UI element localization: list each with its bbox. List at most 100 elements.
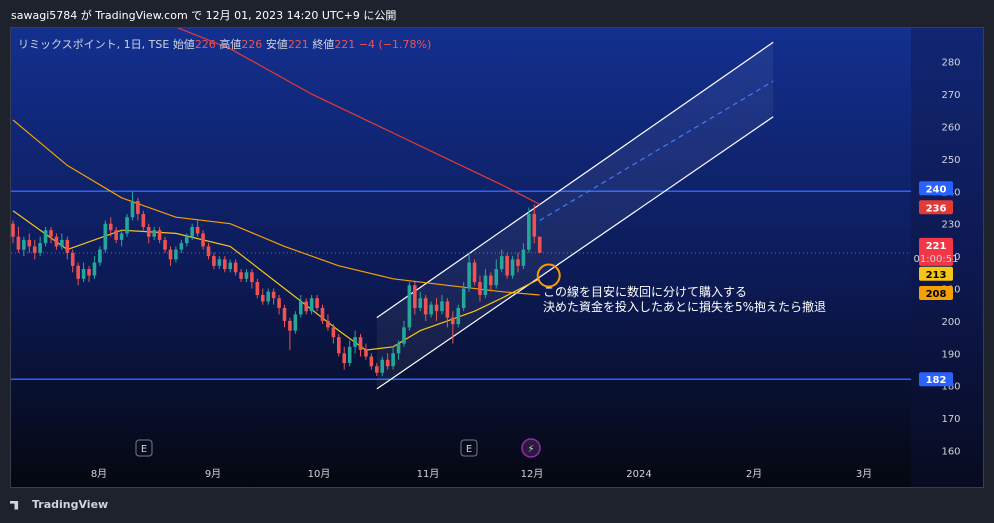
candle-body bbox=[136, 201, 140, 214]
tradingview-logo[interactable]: TradingView bbox=[10, 498, 108, 511]
candle-body bbox=[195, 226, 200, 234]
x-tick-label: 3月 bbox=[856, 468, 872, 480]
x-tick-label: 11月 bbox=[417, 468, 440, 480]
candle-body bbox=[152, 230, 156, 237]
channel-middle-line[interactable] bbox=[539, 80, 774, 221]
candle-body bbox=[315, 298, 319, 308]
candle-body bbox=[38, 243, 42, 253]
candle-body bbox=[418, 298, 423, 308]
legend-change: −4 (−1.78%) bbox=[358, 38, 432, 51]
candle-body bbox=[429, 304, 433, 315]
y-tick-label: 190 bbox=[941, 349, 960, 360]
legend-low-label: 安値 bbox=[265, 38, 288, 51]
candle-body bbox=[76, 265, 80, 279]
candle-body bbox=[451, 317, 455, 325]
candle-body bbox=[494, 269, 499, 286]
target-circle-marker[interactable] bbox=[536, 263, 561, 288]
candle-body bbox=[532, 213, 537, 237]
footer: TradingView bbox=[0, 488, 994, 523]
candle-body bbox=[201, 233, 205, 247]
candle-body bbox=[364, 350, 368, 357]
x-tick-label: 8月 bbox=[91, 468, 107, 480]
x-tick-label: 2024 bbox=[626, 469, 651, 480]
candle-body bbox=[233, 262, 238, 273]
candle-body bbox=[114, 230, 118, 240]
price-tag-236 bbox=[919, 200, 953, 215]
channel-lower-line[interactable] bbox=[376, 116, 774, 390]
candle-body bbox=[206, 246, 211, 257]
candle-body bbox=[423, 298, 428, 315]
candle-body bbox=[70, 252, 75, 266]
candle-body bbox=[499, 256, 504, 270]
candle-body bbox=[60, 239, 64, 247]
earnings-event-icon[interactable] bbox=[460, 439, 478, 457]
y-tick-label: 160 bbox=[941, 447, 960, 458]
price-tag-213 bbox=[919, 266, 953, 281]
candle-body bbox=[309, 298, 314, 312]
candle-body bbox=[440, 301, 444, 312]
candle-body bbox=[472, 262, 477, 283]
candle-body bbox=[391, 353, 395, 367]
chart-pane[interactable]: 160170180190200210220230240250260270280 … bbox=[10, 27, 984, 488]
candle-body bbox=[375, 366, 379, 373]
x-tick-label: 2月 bbox=[746, 468, 762, 480]
ma-line-short bbox=[12, 210, 540, 351]
legend-close: 221 bbox=[334, 38, 356, 51]
candle-body bbox=[87, 269, 91, 276]
candle-body bbox=[27, 239, 32, 247]
candle-body bbox=[521, 249, 526, 266]
legend-high-label: 高値 bbox=[219, 38, 242, 51]
annotation-line-2: 決めた資金を投入したあとに損失を5%抱えたら撤退 bbox=[543, 299, 826, 314]
candle-body bbox=[130, 201, 135, 218]
candle-body bbox=[298, 301, 303, 315]
candle-body bbox=[168, 249, 173, 260]
candle-body bbox=[271, 291, 276, 299]
y-tick-label: 250 bbox=[941, 155, 960, 166]
candle-body bbox=[125, 217, 129, 234]
price-tag-221 bbox=[919, 237, 953, 266]
y-tick-label: 180 bbox=[941, 382, 960, 393]
candle-body bbox=[407, 285, 412, 328]
dividend-event-label: ⚡ bbox=[527, 444, 534, 455]
candle-body bbox=[92, 262, 97, 276]
candle-body bbox=[282, 307, 287, 321]
earnings-event-label: E bbox=[141, 444, 147, 455]
earnings-event-icon[interactable] bbox=[135, 439, 153, 457]
candle-body bbox=[456, 307, 461, 325]
candle-body bbox=[434, 304, 439, 312]
publish-bar: sawagi5784 が TradingView.com で 12月 01, 2… bbox=[0, 0, 994, 28]
candle-body bbox=[11, 223, 15, 237]
price-tag-240 bbox=[919, 181, 953, 196]
candle-body bbox=[304, 301, 309, 312]
price-tag-182 bbox=[919, 372, 953, 387]
candle-body bbox=[157, 230, 162, 240]
candle-body bbox=[217, 259, 222, 266]
candle-body bbox=[244, 272, 249, 279]
y-tick-label: 200 bbox=[941, 317, 960, 328]
candle-body bbox=[537, 236, 542, 253]
candle-body bbox=[489, 275, 493, 286]
candle-body bbox=[326, 320, 330, 328]
channel-upper-line[interactable] bbox=[376, 41, 774, 319]
candle-body bbox=[81, 269, 86, 279]
candle-body bbox=[250, 272, 254, 283]
ma-line-mid bbox=[12, 119, 540, 296]
tradingview-logo-icon bbox=[10, 500, 19, 510]
dividend-event-icon[interactable] bbox=[521, 438, 541, 458]
countdown-label: 01:00:51 bbox=[914, 254, 959, 265]
candle-body bbox=[179, 243, 184, 250]
candle-body bbox=[385, 359, 390, 367]
legend-symbol: リミックスポイント, 1日, TSE bbox=[18, 38, 170, 51]
candle-body bbox=[54, 236, 59, 247]
candle-body bbox=[16, 236, 21, 250]
candle-body bbox=[43, 230, 48, 244]
channel-fill bbox=[376, 42, 774, 389]
candle-body bbox=[108, 223, 113, 231]
price-tag-label: 240 bbox=[926, 184, 947, 195]
candle-body bbox=[32, 246, 37, 253]
candle-body bbox=[461, 288, 466, 308]
legend-high: 226 bbox=[241, 38, 263, 51]
candle-body bbox=[266, 291, 271, 302]
candle-body bbox=[510, 259, 515, 276]
chart-canvas[interactable]: 160170180190200210220230240250260270280 … bbox=[11, 28, 984, 488]
